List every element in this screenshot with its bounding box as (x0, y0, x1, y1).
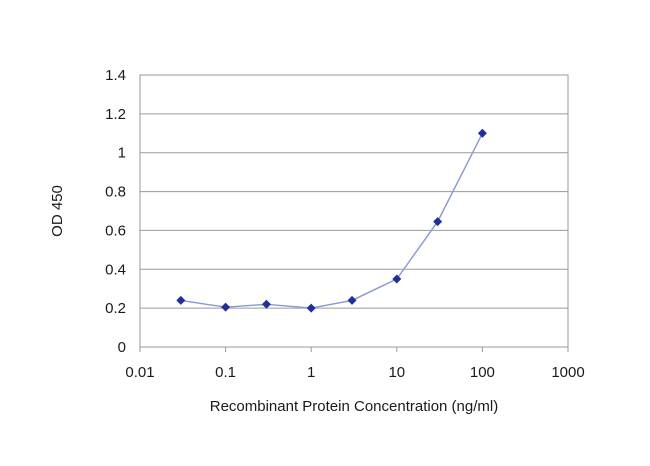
y-axis-title: OD 450 (49, 185, 66, 237)
data-point (392, 274, 402, 284)
y-tick-label: 1 (118, 145, 126, 162)
x-tick-label: 0.01 (125, 364, 154, 381)
y-tick-label: 0.6 (105, 222, 126, 239)
x-tick-label: 10 (388, 364, 405, 381)
x-ticks (139, 347, 569, 352)
grid-lines (140, 113, 568, 309)
y-tick-label: 0 (118, 339, 126, 356)
series-line (180, 132, 484, 309)
data-point (306, 303, 316, 313)
plot-area (139, 74, 569, 348)
x-tick-label: 0.1 (215, 364, 236, 381)
y-tick-labels: 0 0.2 0.4 0.6 0.8 1 1.2 1.4 (105, 67, 126, 356)
x-tick-labels: 0.01 0.1 1 10 100 1000 (125, 364, 584, 381)
data-point (477, 128, 487, 138)
x-axis-title: Recombinant Protein Concentration (ng/ml… (210, 398, 498, 415)
series-points (176, 128, 487, 313)
x-tick-label: 1000 (551, 364, 584, 381)
x-tick-label: 1 (307, 364, 315, 381)
y-tick-label: 1.2 (105, 106, 126, 123)
data-point (433, 217, 443, 227)
y-tick-label: 1.4 (105, 67, 126, 84)
data-point (261, 299, 271, 309)
data-point (176, 295, 186, 305)
x-tick-label: 100 (470, 364, 495, 381)
data-point (347, 295, 357, 305)
y-tick-label: 0.8 (105, 184, 126, 201)
y-tick-label: 0.2 (105, 300, 126, 317)
y-tick-label: 0.4 (105, 261, 126, 278)
series-lines (180, 132, 484, 309)
data-point (221, 302, 231, 312)
